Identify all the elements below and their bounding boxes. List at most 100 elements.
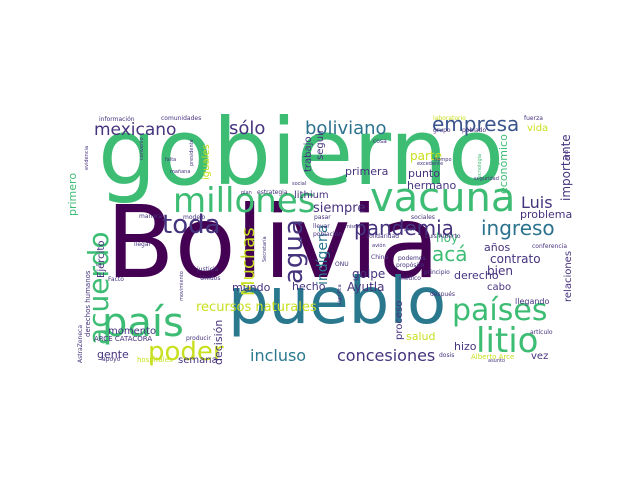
word-gobierno: gobierno [98,99,505,206]
word-iguales: iguales [201,144,212,180]
word-primero: primero [66,172,79,216]
word-cabo: cabo [487,282,512,293]
word-sociales: sociales [411,214,435,221]
word-mundo: mundo [232,281,271,294]
word-arce-catacora: ARCE CATACORA [94,335,153,343]
word-paises: países [452,293,548,328]
word-hoy: hoy [436,231,459,245]
word-unidos: Unidos [200,275,221,282]
word-parte: parte [410,149,442,163]
word-dosis: dosis [439,352,455,359]
word-aca: acá [432,242,468,266]
word-solidaridad: solidaridad [366,233,400,240]
word-ingreso: ingreso [481,216,555,240]
word-informacion: información [99,116,135,123]
word-poblado: poblado [462,127,487,134]
word-apoyo: apoyo [102,356,121,363]
word-conferencia: conferencia [532,243,568,250]
word-recursos-naturales: recursos naturales [196,300,317,315]
word-articulo: artículo [530,329,553,336]
word-avion: avión [372,243,386,249]
word-proposito: propósito [396,262,425,269]
word-laboratorio: laboratorio [433,115,466,122]
word-tecnologia: tecnología [477,153,483,180]
word-estrategia: estrategia [257,189,288,196]
word-llevar: llevar [313,223,330,230]
word-derecho: derecho [454,269,499,282]
word-derechos-humanos: derechos humanos [84,270,92,337]
word-falta: falta [165,157,177,163]
word-toda: toda [162,210,221,240]
word-siempre: siempre [313,201,366,216]
word-poblacion: población [313,231,343,238]
word-onu: ONU [335,261,349,268]
word-cosa: cosa [373,138,387,145]
word-manera: manera [139,213,163,220]
word-podemos: podemos [398,255,426,262]
word-convenio: convenio [139,137,145,160]
word-principio: principio [424,269,450,276]
word-empresa: empresa [432,112,520,136]
word-evidencia: evidencia [84,145,90,170]
word-sino: sino [564,149,570,160]
word-movimiento: movimiento [179,271,185,301]
word-llegar: llegar [134,241,151,248]
word-proceso: proceso [394,300,405,340]
word-luis-alberto: Luis Alberto [425,233,461,240]
word-salir: salir [404,227,415,233]
word-vacuna: vacuna [370,175,516,221]
word-excedente: excedente [417,161,444,167]
word-economico: económico [497,134,510,194]
word-gente: gente [97,348,129,361]
word-mismo: mismo [345,224,362,230]
word-momento: momento [108,326,157,337]
word-millones: millones [173,181,316,221]
word-incluso: incluso [250,346,307,365]
word-boliviano: boliviano [305,118,387,139]
word-mexicano: mexicano [94,120,177,140]
word-ayutla: Ayutla [347,280,385,294]
word-asunto: asunto [488,358,506,364]
word-luis: Luis [521,193,553,212]
word-china: China [371,254,389,261]
word-seguridad: seguridad [474,176,499,182]
word-lithium: lithium [294,190,329,201]
word-punto: punto [408,167,440,180]
word-seguir: seguir [315,129,326,160]
word-astrazeneca: AstraZeneca [77,325,84,363]
word-solo: sólo [229,118,266,139]
word-pandemia: pandemia [354,216,454,240]
word-semana: semana [178,355,218,366]
word-hermano: hermano [407,179,457,192]
word-anos: años [484,241,511,254]
word-hizo: hizo [454,340,477,353]
word-secretaria: Secretaría [262,236,268,262]
word-tiempo: tiempo [434,157,452,163]
word-facto: Facto [108,276,124,283]
word-social: social [292,181,307,187]
word-pasar: pasar [314,214,331,221]
word-bien: bien [487,264,513,278]
word-concesiones: concesiones [337,346,436,365]
word-comunidades: comunidades [161,115,202,122]
word-pais: país [102,300,184,346]
word-hospitales: hospitales [137,356,173,364]
word-relaciones: relaciones [563,250,574,302]
word-alberto-arce: Alberto Arce [471,353,515,361]
word-grupo: grupo [433,127,451,134]
word-vez: vez [531,351,549,362]
word-importante: importante [559,134,573,201]
word-golpe: golpe [352,267,386,281]
word-justicia: justicia [197,266,219,273]
word-modelo: modelo [183,214,206,221]
word-medico: médico [399,275,421,282]
word-problema: problema [520,208,573,221]
word-agua: agua [279,219,309,284]
word-litio: litio [476,321,539,361]
word-manana: mañana [170,169,191,175]
word-salud: salud [406,330,436,343]
word-bolivia: Bolivia [106,184,440,301]
word-pueblo: pueblo [228,265,447,339]
word-vida: vida [527,123,549,134]
word-despues: después [430,291,456,298]
